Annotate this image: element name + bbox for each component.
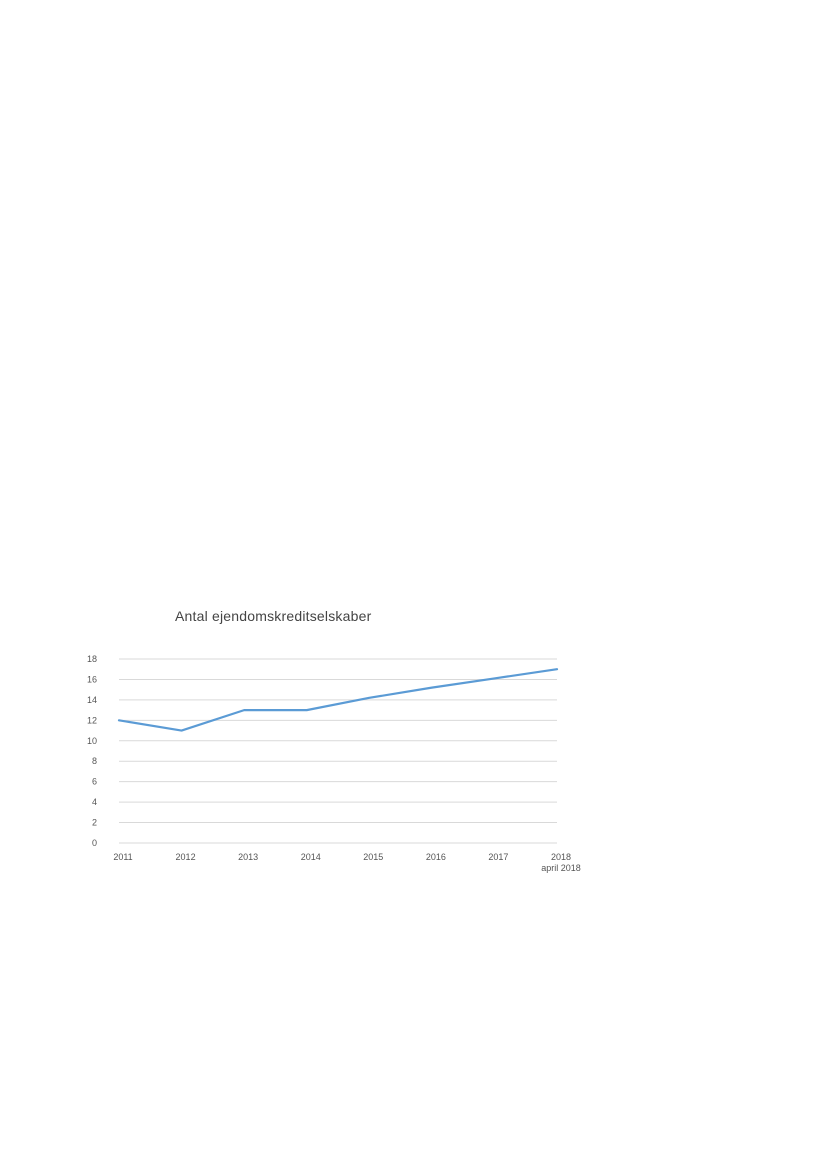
x-tick-label: 2017 xyxy=(488,852,508,862)
x-tick-label: 2012 xyxy=(176,852,196,862)
series-line xyxy=(117,668,559,732)
y-tick-label: 18 xyxy=(87,654,97,664)
y-tick-label: 16 xyxy=(87,674,97,684)
y-tick-label: 0 xyxy=(92,838,97,848)
y-tick-label: 2 xyxy=(92,818,97,828)
data-point xyxy=(493,677,495,679)
x-tick-label: 2011 xyxy=(113,852,132,862)
chart-title: Antal ejendomskreditselskaber xyxy=(175,608,372,624)
chart-plot-area: 0 2 4 6 8 10 12 14 16 18 2011 2012 2013 2014 2015 2016 2… xyxy=(87,654,581,873)
data-point xyxy=(306,709,308,711)
y-tick-label: 14 xyxy=(87,695,97,705)
y-tick-label: 4 xyxy=(92,797,97,807)
data-point xyxy=(368,697,370,699)
y-tick-label: 6 xyxy=(92,777,97,787)
chart: Antal ejendomskreditselskaber 0 2 4 6 8 10 12 1… xyxy=(60,590,600,890)
y-tick-label: 10 xyxy=(87,736,97,746)
data-point xyxy=(118,719,120,721)
x-tick-label: 2016 xyxy=(426,852,446,862)
y-tick-label: 8 xyxy=(92,756,97,766)
x-tick-label: 2013 xyxy=(238,852,258,862)
x-tick-label: 2015 xyxy=(363,852,383,862)
x-tick-label: 2014 xyxy=(301,852,321,862)
data-point xyxy=(556,668,558,670)
data-point xyxy=(243,709,245,711)
x-tick-label: 2018 xyxy=(551,852,571,862)
x-tick-sublabel: april 2018 xyxy=(541,863,581,873)
y-tick-label: 12 xyxy=(87,715,97,725)
data-point xyxy=(431,686,433,688)
data-point xyxy=(180,729,182,731)
